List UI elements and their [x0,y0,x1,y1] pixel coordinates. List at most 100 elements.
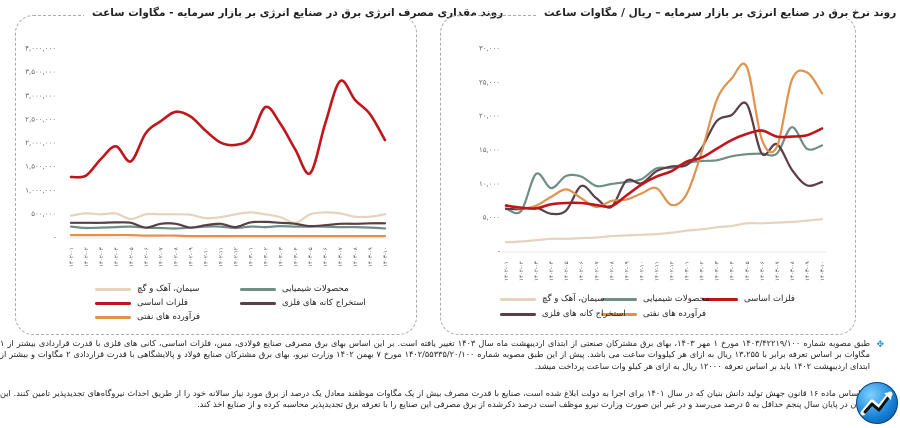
series-line-base-metals [504,127,824,210]
y-tick-label: ۱۵,۰۰۰ [479,146,500,154]
x-tick-label: ۱۴۰۳-۰۱ [685,261,691,281]
x-tick-label: ۱۴۰۲-۰۵ [564,261,570,281]
consumption-chart-title: روند مقداری مصرف انرژی برق در صنایع انرژ… [84,7,512,19]
brand-logo-icon [856,382,898,424]
note-paragraph-2: بر اساس ماده ۱۶ قانون جهش تولید دانش بنی… [0,388,870,410]
x-tick-label: ۱۴۰۲-۰۹ [189,247,195,267]
x-tick-label: ۱۴۰۳-۰۲ [700,261,706,281]
legend-item-petroleum: فرآورده های نفتی [95,312,200,322]
y-tick-label: ۳۰,۰۰۰ [479,45,500,53]
x-tick-label: ۱۴۰۲-۱۰ [639,261,645,281]
x-tick-label: ۱۴۰۲-۰۱ [504,261,510,281]
note-paragraph-1: طبق مصوبه شماره ۱۴۰۳/۴۲۲۱۹/۱۰۰ مورخ ۱ مه… [0,338,871,371]
y-tick-label: ۲,۰۰۰,۰۰۰ [25,139,56,147]
x-tick-label: ۱۴۰۲-۰۶ [144,247,150,267]
x-tick-label: ۱۴۰۳-۰۵ [308,247,314,267]
legend-swatch-base-metals [702,297,738,301]
x-tick-label: ۱۴۰۲-۰۷ [594,261,600,281]
x-tick-label: ۱۴۰۲-۱۲ [233,247,239,267]
y-tick-label: - [497,248,500,256]
legend-label: فرآورده های نفتی [643,309,707,319]
bullet-icon: ✥ [876,340,884,350]
x-tick-label: ۱۴۰۲-۱۱ [654,261,660,281]
series-line-cement [504,218,824,244]
legend-label: محصولات شیمیایی [643,294,710,304]
x-tick-label: ۱۴۰۲-۰۳ [534,261,540,281]
legend-swatch-cement [500,297,536,301]
legend-item-petroleum: فرآورده های نفتی [601,309,706,319]
y-tick-label: ۵۰۰,۰۰۰ [31,210,56,218]
legend-swatch-cement [95,287,131,291]
series-line-metal-mining [504,101,824,216]
x-tick-label: ۱۴۰۲-۰۲ [84,247,90,267]
x-tick-label: ۱۴۰۳-۰۱ [248,247,254,267]
legend-item-metal-mining: استخراج کانه های فلزی [240,298,366,308]
legend-swatch-metal-mining [500,312,536,316]
y-tick-label: - [53,234,56,242]
rate-plot: - ۵,۰۰۰ ۱۰,۰۰۰ ۱۵,۰۰۰ ۲۰,۰۰۰ ۲۵,۰۰۰ ۳۰,۰۰۰ ۱۴۰۲… [479,45,826,281]
series-line-metal-mining [69,220,387,229]
y-tick-label: ۳,۵۰۰,۰۰۰ [25,68,56,76]
x-tick-label: ۱۴۰۳-۱۰ [820,261,826,281]
legend-item-metal-mining: استخراج کانه های فلزی [500,309,626,319]
x-tick-label: ۱۴۰۳-۰۲ [263,247,269,267]
consumption-chart-panel: روند مقداری مصرف انرژی برق در صنایع انرژ… [15,7,512,335]
x-tick-label: ۱۴۰۳-۰۴ [293,247,299,267]
x-tick-label: ۱۴۰۳-۰۶ [760,261,766,281]
legend-swatch-petroleum [601,312,637,316]
x-tick-label: ۱۴۰۲-۰۲ [519,261,525,281]
legend-swatch-chemicals [601,297,637,301]
series-line-chemicals [69,224,387,230]
y-tick-label: ۱,۰۰۰,۰۰۰ [25,186,56,194]
legend-item-cement: سیمان، آهک و گچ [500,294,604,304]
series-line-base-metals [69,79,387,179]
x-tick-label: ۱۴۰۳-۰۷ [338,247,344,267]
x-tick-label: ۱۴۰۲-۰۹ [624,261,630,281]
x-tick-label: ۱۴۰۳-۰۳ [715,261,721,281]
x-tick-label: ۱۴۰۲-۰۸ [174,247,180,267]
legend-swatch-base-metals [95,301,131,305]
y-tick-label: ۵,۰۰۰ [483,214,500,222]
x-tick-label: ۱۴۰۳-۰۹ [368,247,374,267]
legend-item-chemicals: محصولات شیمیایی [240,284,349,294]
x-tick-label: ۱۴۰۳-۰۸ [790,261,796,281]
x-tick-label: ۱۴۰۳-۰۴ [730,261,736,281]
legend-swatch-metal-mining [240,301,276,305]
y-tick-label: ۲۵,۰۰۰ [479,78,500,86]
legend-item-base-metals: فلزات اساسی [702,294,795,304]
x-tick-label: ۱۴۰۲-۰۱ [69,247,75,267]
rate-chart-panel: روند نرخ برق در صنایع انرژی بر بازار سرم… [440,7,900,335]
x-tick-label: ۱۴۰۲-۰۴ [549,261,555,281]
legend-label: فلزات اساسی [744,294,795,304]
legend-label: سیمان، آهک و گچ [137,284,200,294]
series-line-cement [69,211,387,224]
y-tick-label: ۲۰,۰۰۰ [479,112,500,120]
series-line-petroleum [69,233,387,238]
legend-item-cement: سیمان، آهک و گچ [95,284,199,294]
legend-item-base-metals: فلزات اساسی [95,298,188,308]
legend-label: محصولات شیمیایی [282,284,349,294]
legend-label: استخراج کانه های فلزی [542,309,626,319]
notes-section: ✥ طبق مصوبه شماره ۱۴۰۳/۴۲۲۱۹/۱۰۰ مورخ ۱ … [0,336,900,428]
x-tick-label: ۱۴۰۲-۰۶ [579,261,585,281]
consumption-plot: - ۵۰۰,۰۰۰ ۱,۰۰۰,۰۰۰ ۱,۵۰۰,۰۰۰ ۲,۰۰۰,۰۰۰ ۲,۵۰۰… [25,45,389,267]
x-tick-label: ۱۴۰۲-۱۲ [670,261,676,281]
x-tick-label: ۱۴۰۲-۱۰ [204,247,210,267]
x-tick-label: ۱۴۰۳-۰۸ [353,247,359,267]
x-tick-label: ۱۴۰۳-۰۹ [805,261,811,281]
x-tick-label: ۱۴۰۳-۱۰ [383,247,389,267]
x-tick-label: ۱۴۰۲-۰۴ [114,247,120,267]
series-line-petroleum [504,62,824,210]
x-tick-label: ۱۴۰۳-۰۳ [278,247,284,267]
y-tick-label: ۲,۵۰۰,۰۰۰ [25,115,56,123]
x-tick-label: ۱۴۰۲-۰۷ [159,247,165,267]
x-tick-label: ۱۴۰۳-۰۷ [775,261,781,281]
x-tick-label: ۱۴۰۳-۰۵ [745,261,751,281]
x-tick-label: ۱۴۰۲-۰۸ [609,261,615,281]
y-tick-label: ۴,۰۰۰,۰۰۰ [25,45,56,53]
legend-swatch-petroleum [95,315,131,319]
legend-label: فلزات اساسی [137,298,188,308]
x-tick-label: ۱۴۰۲-۰۳ [99,247,105,267]
legend-swatch-chemicals [240,287,276,291]
